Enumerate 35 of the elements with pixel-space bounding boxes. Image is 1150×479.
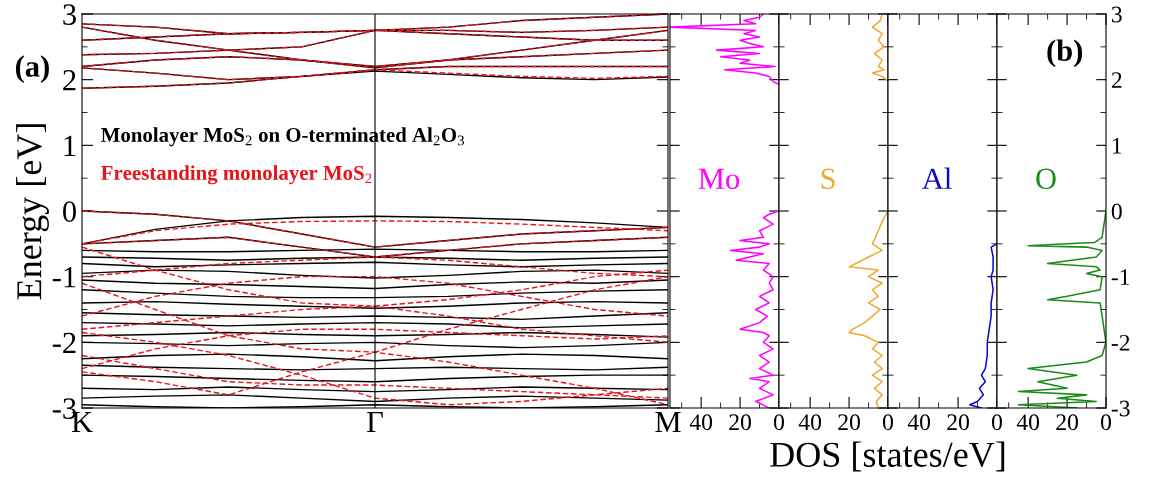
x-tick-label: 40 — [689, 414, 713, 431]
x-tick-label: 20 — [947, 414, 969, 431]
y-axis-title: Energy [eV] — [16, 124, 49, 300]
x-tick-label: 40 — [1016, 414, 1040, 431]
x-axis-title: DOS [states/eV] — [770, 441, 1005, 472]
series-label: S — [821, 168, 835, 190]
y-tick-label: 0 — [63, 201, 76, 222]
y-tick-label: -3 — [1111, 400, 1130, 417]
text: Al — [922, 167, 952, 189]
y-tick-label: 3 — [1111, 6, 1122, 23]
y-tick-label: -2 — [1111, 334, 1130, 351]
x-tick-label: 40 — [798, 414, 822, 431]
x-tick-label: 40 — [907, 414, 931, 431]
x-tick-label: M — [655, 411, 681, 432]
y-tick-label: 0 — [1111, 203, 1122, 220]
x-tick-label: 0 — [774, 414, 784, 431]
y-tick-label: -2 — [52, 332, 76, 353]
x-tick-label: 20 — [838, 414, 860, 431]
series-label: Mo — [698, 168, 740, 190]
x-tick-label: 20 — [729, 414, 751, 431]
annotation: (b) — [1047, 39, 1083, 68]
x-tick-label: Γ — [367, 411, 383, 432]
y-tick-label: 2 — [63, 70, 76, 91]
y-tick-label: -1 — [1111, 269, 1130, 285]
series-label: O — [1036, 168, 1056, 190]
text: Freestanding monolayer MoS$_{2}$ — [101, 165, 372, 185]
text: (a) — [15, 55, 49, 84]
x-tick-label: 0 — [992, 414, 1002, 431]
x-tick-label: 20 — [1056, 414, 1078, 431]
y-tick-label: -1 — [52, 267, 76, 288]
x-tick-label: 0 — [883, 414, 893, 431]
y-tick-label: 2 — [1111, 72, 1122, 88]
y-tick-label: 3 — [63, 4, 76, 25]
y-tick-label: 1 — [1112, 137, 1122, 154]
y-tick-label: 1 — [64, 135, 76, 156]
